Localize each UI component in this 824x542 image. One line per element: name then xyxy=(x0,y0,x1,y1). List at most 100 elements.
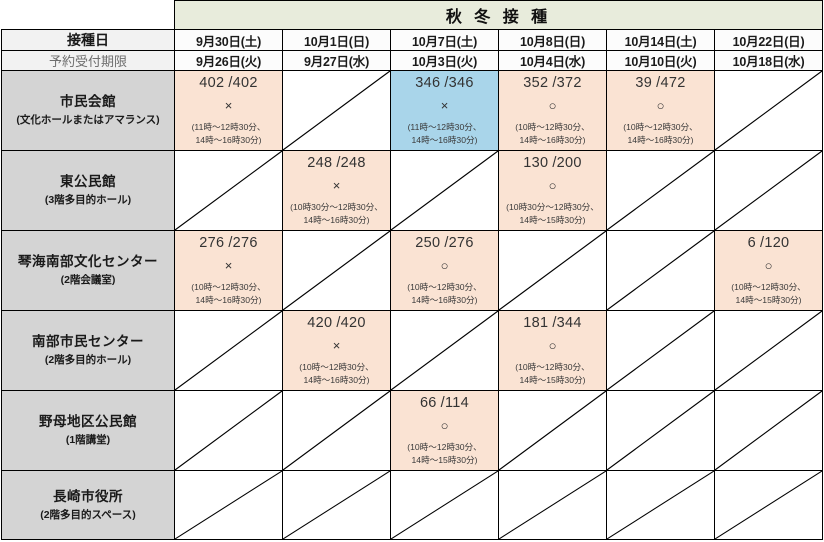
slot-cell[interactable]: 181/344 ○ (10時〜12時30分、 14時〜15時30分) xyxy=(498,310,607,391)
slot-booked: 402 xyxy=(199,75,225,91)
header-label-vaccination-date: 接種日 xyxy=(1,29,175,51)
venue-room: (3階多目的ホール) xyxy=(44,194,132,207)
slot-time-range: (10時〜12時30分、 14時〜15時30分) xyxy=(731,281,806,307)
slot-cell[interactable]: 276/276 × (10時〜12時30分、 14時〜16時30分) xyxy=(174,230,283,311)
slot-cell-unavailable xyxy=(282,230,391,311)
table-row: 南部市民センター (2階多目的ホール) 420/420 × (10時〜12時30分、 14… xyxy=(1,310,824,391)
slot-status-symbol: × xyxy=(440,97,449,113)
slot-cell-unavailable xyxy=(606,470,715,540)
slot-content: 352/372 ○ (10時〜12時30分、 14時〜16時30分) xyxy=(499,71,606,150)
slot-cell[interactable]: 352/372 ○ (10時〜12時30分、 14時〜16時30分) xyxy=(498,70,607,151)
slot-booked: 248 xyxy=(307,155,333,171)
slot-time-line-2: 14時〜16時30分) xyxy=(627,135,694,146)
slot-content: 248/248 × (10時30分〜12時30分、 14時〜16時30分) xyxy=(283,151,390,230)
slot-time-range: (10時〜12時30分、 14時〜16時30分) xyxy=(515,121,590,147)
date-col-4: 10月14日(土) xyxy=(606,29,715,51)
venue-header-cell: 長崎市役所 (2階多目的スペース) xyxy=(1,470,175,540)
slot-capacity: /200 xyxy=(552,155,582,171)
diagonal-strike-icon xyxy=(283,391,390,470)
slot-cell[interactable]: 66/114 ○ (10時〜12時30分、 14時〜15時30分) xyxy=(390,390,499,471)
slot-time-line-2: 14時〜15時30分) xyxy=(411,455,478,466)
diagonal-strike-icon xyxy=(715,311,823,390)
slot-capacity: /248 xyxy=(336,155,366,171)
table-header: 秋 冬 接 種 接種日 9月30日(土) 10月1日(日) 10月7日(土) 1… xyxy=(1,0,824,71)
date-col-3: 10月8日(日) xyxy=(498,29,607,51)
slot-cell[interactable]: 346/346 × (11時〜12時30分、 14時〜16時30分) xyxy=(390,70,499,151)
venue-header-cell: 市民会館 (文化ホールまたはアマランス) xyxy=(1,70,175,151)
slot-cell-unavailable xyxy=(606,390,715,471)
slot-content: 276/276 × (10時〜12時30分、 14時〜16時30分) xyxy=(175,231,282,310)
slot-cell-unavailable xyxy=(713,150,824,231)
slot-booked: 6 xyxy=(747,235,756,251)
slot-time-line-1: (11時〜12時30分、 xyxy=(191,122,266,133)
diagonal-strike-icon xyxy=(499,471,606,539)
slot-capacity: /402 xyxy=(228,75,258,91)
slot-cell[interactable]: 420/420 × (10時〜12時30分、 14時〜16時30分) xyxy=(282,310,391,391)
slot-count: 39/472 xyxy=(635,75,685,92)
banner-title: 秋 冬 接 種 xyxy=(173,0,824,30)
slot-cell[interactable]: 402/402 × (11時〜12時30分、 14時〜16時30分) xyxy=(174,70,283,151)
diagonal-strike-icon xyxy=(715,471,823,539)
slot-time-line-1: (11時〜12時30分、 xyxy=(407,122,482,133)
slot-count: 402/402 xyxy=(199,75,258,92)
slot-content: 402/402 × (11時〜12時30分、 14時〜16時30分) xyxy=(175,71,282,150)
slot-time-line-2: 14時〜16時30分) xyxy=(519,135,586,146)
diagonal-strike-icon xyxy=(499,391,606,470)
slot-status-symbol: × xyxy=(332,337,341,353)
slot-booked: 346 xyxy=(415,75,441,91)
slot-status-symbol: ○ xyxy=(548,337,557,353)
slot-status-symbol: ○ xyxy=(548,177,557,193)
slot-cell[interactable]: 130/200 ○ (10時30分〜12時30分、 14時〜15時30分) xyxy=(498,150,607,231)
slot-booked: 39 xyxy=(635,75,653,91)
slot-status-symbol: × xyxy=(332,177,341,193)
slot-count: 130/200 xyxy=(523,155,582,172)
slot-cell-unavailable xyxy=(282,70,391,151)
diagonal-strike-icon xyxy=(175,471,282,539)
slot-cell-unavailable xyxy=(713,470,824,540)
slot-cell[interactable]: 6/120 ○ (10時〜12時30分、 14時〜15時30分) xyxy=(713,230,824,311)
slot-capacity: /420 xyxy=(336,315,366,331)
slot-time-line-1: (10時30分〜12時30分、 xyxy=(506,202,599,213)
slot-status-symbol: ○ xyxy=(440,257,449,273)
slot-cell-unavailable xyxy=(713,70,824,151)
venue-name: 南部市民センター xyxy=(32,334,144,350)
deadline-col-2: 10月3日(火) xyxy=(390,50,499,71)
table-row: 市民会館 (文化ホールまたはアマランス) 402/402 × (11時〜12時30分、 1… xyxy=(1,70,824,151)
slot-cell-unavailable xyxy=(390,150,499,231)
slot-time-line-1: (10時〜12時30分、 xyxy=(515,362,590,373)
slot-content: 420/420 × (10時〜12時30分、 14時〜16時30分) xyxy=(283,311,390,390)
slot-content: 6/120 ○ (10時〜12時30分、 14時〜15時30分) xyxy=(715,231,822,310)
slot-cell-unavailable xyxy=(498,470,607,540)
slot-cell[interactable]: 39/472 ○ (10時〜12時30分、 14時〜16時30分) xyxy=(606,70,715,151)
slot-cell-unavailable xyxy=(282,390,391,471)
slot-cell[interactable]: 250/276 ○ (10時〜12時30分、 14時〜16時30分) xyxy=(390,230,499,311)
slot-capacity: /114 xyxy=(440,395,470,411)
slot-capacity: /276 xyxy=(444,235,474,251)
slot-time-line-1: (10時30分〜12時30分、 xyxy=(290,202,383,213)
venue-name: 琴海南部文化センター xyxy=(18,254,158,270)
slot-cell-unavailable xyxy=(174,310,283,391)
slot-capacity: /372 xyxy=(552,75,582,91)
slot-cell-unavailable xyxy=(606,150,715,231)
venue-name: 東公民館 xyxy=(60,174,116,190)
diagonal-strike-icon xyxy=(391,151,498,230)
diagonal-strike-icon xyxy=(607,231,714,310)
slot-count: 420/420 xyxy=(307,315,366,332)
slot-content: 181/344 ○ (10時〜12時30分、 14時〜15時30分) xyxy=(499,311,606,390)
venue-name: 長崎市役所 xyxy=(53,488,123,504)
slot-count: 250/276 xyxy=(415,235,474,252)
slot-count: 6/120 xyxy=(747,235,790,252)
venue-room: (2階多目的ホール) xyxy=(44,354,132,367)
slot-status-symbol: ○ xyxy=(440,417,449,433)
slot-booked: 66 xyxy=(419,395,437,411)
diagonal-strike-icon xyxy=(283,471,390,539)
slot-cell[interactable]: 248/248 × (10時30分〜12時30分、 14時〜16時30分) xyxy=(282,150,391,231)
deadline-header-row: 予約受付期限 9月26日(火) 9月27日(水) 10月3日(火) 10月4日(… xyxy=(1,50,824,71)
slot-time-line-2: 14時〜16時30分) xyxy=(411,295,478,306)
slot-capacity: /344 xyxy=(552,315,582,331)
banner-row: 秋 冬 接 種 xyxy=(1,0,824,30)
slot-time-line-2: 14時〜16時30分) xyxy=(411,135,478,146)
slot-time-range: (10時〜12時30分、 14時〜16時30分) xyxy=(623,121,698,147)
table-row: 琴海南部文化センター (2階会議室) 276/276 × (10時〜12時30分、 14時… xyxy=(1,230,824,311)
diagonal-strike-icon xyxy=(175,151,282,230)
